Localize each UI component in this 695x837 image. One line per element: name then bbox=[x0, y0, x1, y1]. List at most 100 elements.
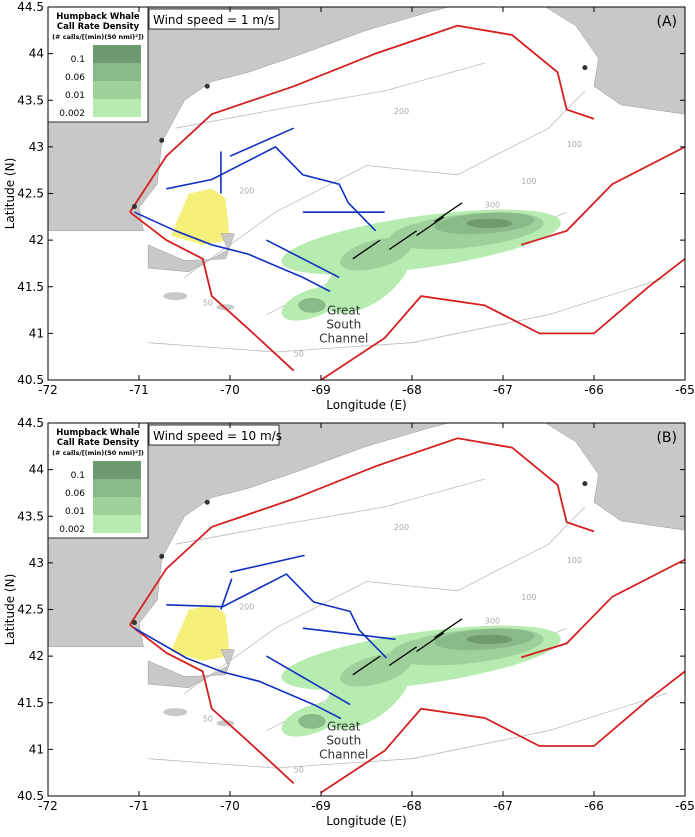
y-tick-label: 41.5 bbox=[17, 280, 44, 294]
city-dot bbox=[131, 620, 137, 626]
city-dot bbox=[159, 137, 165, 143]
y-tick-label: 43 bbox=[29, 556, 44, 570]
legend-title: Call Rate Density bbox=[57, 438, 140, 448]
red-boundary bbox=[520, 146, 685, 246]
x-tick-label: -70 bbox=[220, 383, 240, 397]
black-track bbox=[388, 230, 417, 251]
y-tick-label: 41 bbox=[29, 326, 44, 340]
black-track bbox=[434, 618, 463, 639]
legend-swatch bbox=[93, 45, 141, 63]
contour-label: 50 bbox=[203, 714, 213, 723]
contour-line bbox=[184, 506, 586, 694]
x-tick-label: -69 bbox=[311, 799, 331, 813]
legend-swatch bbox=[93, 99, 141, 117]
land bbox=[544, 423, 685, 531]
x-tick-label: -67 bbox=[493, 383, 513, 397]
x-tick-label: -69 bbox=[311, 383, 331, 397]
y-tick-label: 44.5 bbox=[17, 416, 44, 430]
blue-track bbox=[166, 145, 377, 232]
legend-title: Humpback Whale bbox=[56, 428, 140, 438]
red-boundary bbox=[129, 24, 595, 213]
legend-level: 0.06 bbox=[65, 489, 85, 499]
blue-track bbox=[220, 578, 233, 610]
legend-level: 0.1 bbox=[71, 55, 85, 65]
legend-units: (# calls/[(min)(50 nmi)²]) bbox=[52, 449, 144, 457]
x-tick-label: -71 bbox=[129, 383, 149, 397]
map-panel: 50 100 200 300 50 200 100 Great South Channel Hump… bbox=[3, 416, 695, 828]
legend-swatch bbox=[93, 63, 141, 81]
y-tick-label: 43.5 bbox=[17, 93, 44, 107]
wind-box bbox=[148, 424, 280, 446]
legend-level: 0.01 bbox=[65, 507, 85, 517]
y-tick-label: 44 bbox=[29, 47, 44, 61]
stellwagen-area bbox=[170, 604, 230, 661]
density-area bbox=[298, 713, 326, 729]
y-tick-label: 44.5 bbox=[17, 0, 44, 14]
city-dot bbox=[159, 553, 165, 559]
city-dot bbox=[204, 499, 210, 505]
red-boundary bbox=[520, 558, 685, 659]
place-label: Great South Channel bbox=[319, 720, 368, 762]
legend-swatch bbox=[93, 81, 141, 99]
legend-swatch bbox=[93, 461, 141, 479]
x-tick-label: -72 bbox=[38, 383, 58, 397]
y-axis-label: Latitude (N) bbox=[3, 158, 17, 230]
contour-label: 50 bbox=[294, 350, 304, 359]
y-tick-label: 43 bbox=[29, 140, 44, 154]
contour-label: 50 bbox=[294, 766, 304, 775]
contour-label: 200 bbox=[394, 523, 409, 532]
wind-box bbox=[148, 8, 280, 30]
city-dot bbox=[582, 65, 588, 71]
y-tick-label: 44 bbox=[29, 463, 44, 477]
y-tick-label: 42.5 bbox=[17, 187, 44, 201]
red-boundary bbox=[320, 670, 685, 794]
contour-label: 200 bbox=[239, 187, 254, 196]
map-panel: 50 100 200 300 50 200 100 Great South Channel Hump… bbox=[3, 0, 695, 412]
y-tick-label: 41.5 bbox=[17, 696, 44, 710]
blue-track bbox=[134, 627, 342, 720]
legend-swatch bbox=[93, 479, 141, 497]
panel-label: (B) bbox=[656, 430, 677, 446]
land bbox=[147, 649, 235, 689]
red-boundary bbox=[129, 624, 295, 784]
red-boundary bbox=[320, 258, 685, 380]
blue-track bbox=[134, 211, 331, 293]
density-area bbox=[340, 237, 411, 271]
legend-level: 0.01 bbox=[65, 91, 85, 101]
city-dot bbox=[131, 204, 137, 210]
contour-label: 300 bbox=[485, 616, 500, 625]
island bbox=[163, 708, 188, 717]
contour-line bbox=[184, 90, 586, 278]
blue-track bbox=[265, 655, 351, 706]
x-tick-label: -72 bbox=[38, 799, 58, 813]
x-tick-label: -65 bbox=[675, 799, 695, 813]
contour-line bbox=[175, 62, 485, 129]
island bbox=[163, 292, 188, 301]
red-boundary bbox=[129, 437, 595, 626]
y-axis-label: Latitude (N) bbox=[3, 574, 17, 646]
blue-track bbox=[229, 554, 305, 573]
blue-track bbox=[302, 627, 396, 641]
land bbox=[544, 7, 685, 115]
legend-swatch bbox=[93, 515, 141, 533]
contour-line bbox=[148, 277, 667, 353]
blue-track bbox=[266, 239, 340, 279]
density-area bbox=[298, 297, 326, 313]
contour-label: 100 bbox=[567, 140, 582, 149]
density-area bbox=[340, 653, 411, 687]
x-tick-label: -68 bbox=[402, 383, 422, 397]
legend-units: (# calls/[(min)(50 nmi)²]) bbox=[52, 33, 144, 41]
x-tick-label: -71 bbox=[129, 799, 149, 813]
contour-label: 100 bbox=[521, 593, 536, 602]
map-content: 50 100 200 300 50 200 100 Great South Channel bbox=[48, 7, 685, 380]
stellwagen-area bbox=[170, 188, 230, 245]
contour-label: 300 bbox=[485, 200, 500, 209]
contour-label: 50 bbox=[203, 298, 213, 307]
y-tick-label: 42 bbox=[29, 233, 44, 247]
y-tick-label: 40.5 bbox=[17, 789, 44, 803]
legend-title: Call Rate Density bbox=[57, 22, 140, 32]
black-track bbox=[416, 216, 445, 237]
red-boundary bbox=[129, 211, 295, 372]
x-axis-label: Longitude (E) bbox=[326, 814, 406, 828]
x-tick-label: -66 bbox=[584, 383, 604, 397]
